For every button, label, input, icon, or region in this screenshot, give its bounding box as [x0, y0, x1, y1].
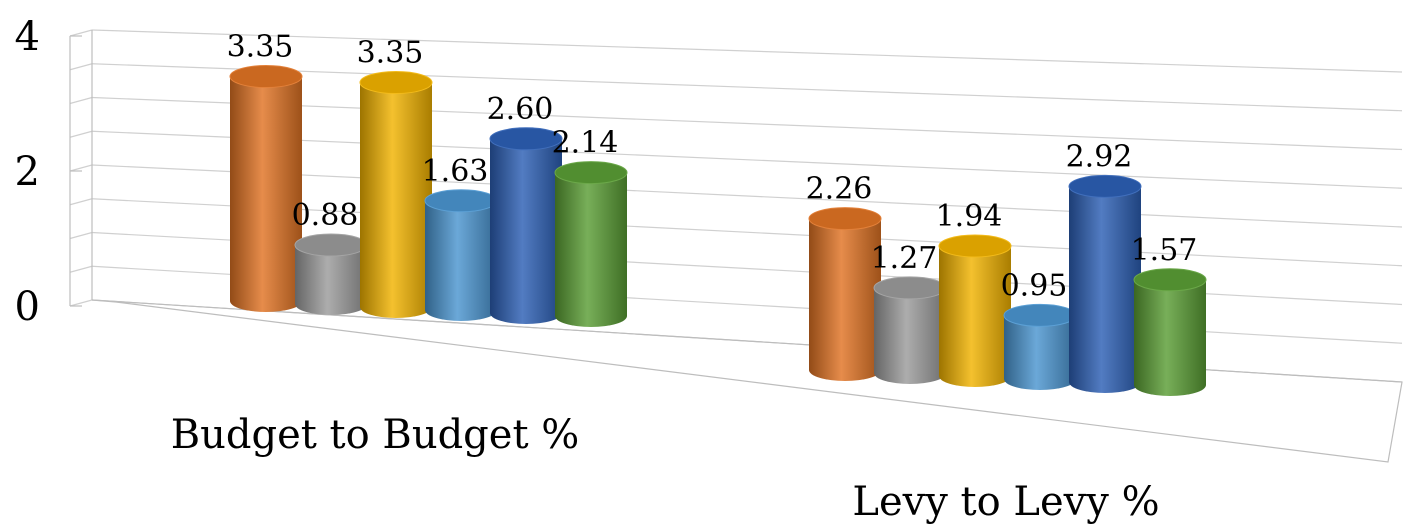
side-gridline [69, 231, 93, 240]
data-label: 0.95 [1001, 268, 1068, 303]
data-label: 2.92 [1066, 139, 1133, 174]
bar-top [424, 189, 498, 213]
data-label: 1.63 [422, 154, 489, 189]
bar-body [1069, 186, 1141, 393]
y-tick-label: 0 [15, 284, 40, 330]
side-gridline [69, 29, 93, 37]
bar-body [1134, 279, 1206, 396]
data-label: 1.94 [936, 199, 1003, 234]
category-label: Levy to Levy % [852, 479, 1159, 525]
gridline [91, 164, 1403, 228]
data-label: 2.60 [487, 92, 554, 127]
bar-body [939, 246, 1011, 387]
gridline [91, 63, 1403, 112]
gridline [91, 29, 1403, 73]
data-label: 1.27 [871, 241, 938, 276]
bar-body [490, 138, 562, 324]
bar-body [425, 200, 497, 321]
bar-body [360, 82, 432, 318]
bar-top [229, 65, 303, 89]
bar-body [230, 76, 302, 312]
y-tick-label: 4 [15, 14, 40, 60]
bar-top [294, 233, 368, 257]
bar-top [1068, 174, 1142, 198]
side-gridline [69, 265, 93, 273]
side-gridline [69, 164, 93, 172]
data-label: 1.57 [1131, 233, 1198, 268]
bar-body [809, 218, 881, 381]
bar-body [555, 172, 627, 327]
data-label: 2.14 [552, 126, 619, 161]
gridline [91, 198, 1403, 267]
bar-body [874, 287, 946, 384]
gridline [91, 130, 1403, 189]
category-labels: Budget to Budget % Levy to Levy % [171, 412, 1160, 525]
data-label: 0.88 [292, 198, 359, 233]
bar-body [295, 245, 367, 315]
bar-top [1003, 303, 1077, 327]
side-gridline [69, 299, 93, 307]
bars [229, 65, 1207, 396]
y-tick-label: 2 [15, 149, 40, 195]
side-gridline [69, 96, 93, 105]
side-gridline [69, 198, 93, 206]
data-labels: 3.35 0.88 3.35 1.63 2.602.14 2.26 1.27 1.94 0.95… [227, 30, 1198, 304]
category-label: Budget to Budget % [171, 412, 580, 458]
gridline [91, 96, 1403, 151]
bar-top [873, 276, 947, 300]
bar-top [359, 71, 433, 95]
bar-top [938, 234, 1012, 258]
y-axis-ticks: 0 2 4 [15, 14, 82, 330]
data-label: 3.35 [357, 36, 424, 71]
side-gridline [69, 63, 93, 71]
bar-top [554, 161, 628, 185]
data-label: 2.26 [806, 172, 873, 207]
data-label: 3.35 [227, 30, 294, 65]
side-gridline [69, 130, 93, 138]
bar-body [1004, 315, 1076, 390]
bar-top [489, 127, 563, 151]
bar-top [808, 207, 882, 231]
bar-top [1133, 268, 1207, 292]
